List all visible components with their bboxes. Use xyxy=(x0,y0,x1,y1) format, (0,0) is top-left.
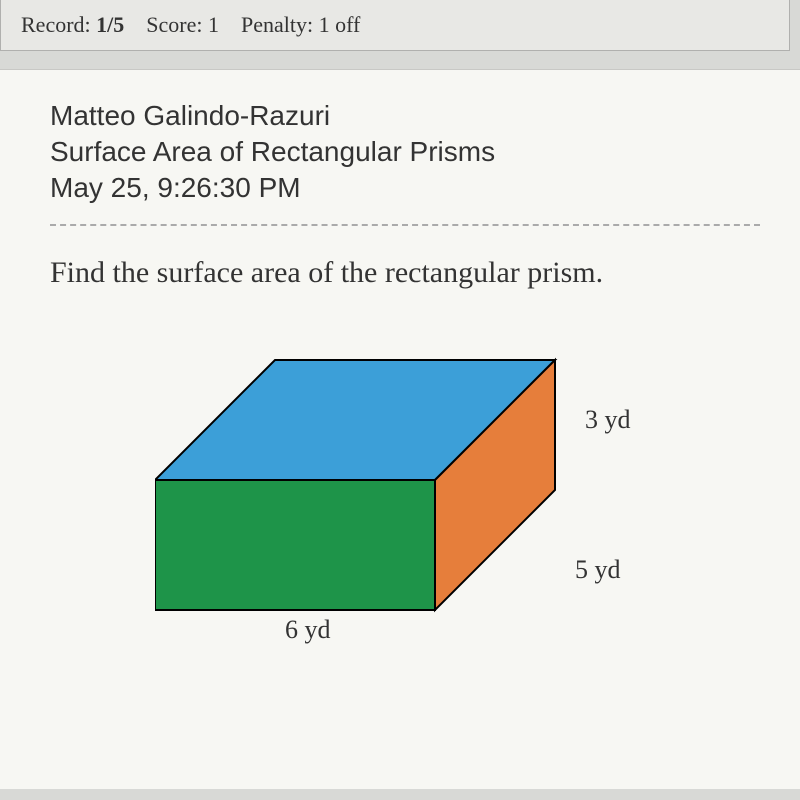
timestamp: May 25, 9:26:30 PM xyxy=(50,172,760,204)
penalty-label: Penalty: xyxy=(241,12,319,37)
score-value: 1 xyxy=(208,12,219,37)
length-label: 6 yd xyxy=(285,615,331,645)
prism-svg xyxy=(155,350,655,650)
divider xyxy=(50,224,760,226)
width-label: 5 yd xyxy=(575,555,621,585)
penalty-value: 1 off xyxy=(319,12,361,37)
record-value: 1/5 xyxy=(96,12,124,37)
prism-front-face xyxy=(155,480,435,610)
prism-diagram: 3 yd 5 yd 6 yd xyxy=(155,350,655,700)
status-bar: Record: 1/5 Score: 1 Penalty: 1 off xyxy=(0,0,790,51)
question-text: Find the surface area of the rectangular… xyxy=(50,256,760,290)
student-name: Matteo Galindo-Razuri xyxy=(50,100,760,132)
record-label: Record: xyxy=(21,12,96,37)
score-label: Score: xyxy=(146,12,208,37)
height-label: 3 yd xyxy=(585,405,631,435)
content-area: Matteo Galindo-Razuri Surface Area of Re… xyxy=(0,69,800,789)
assignment-title: Surface Area of Rectangular Prisms xyxy=(50,136,760,168)
